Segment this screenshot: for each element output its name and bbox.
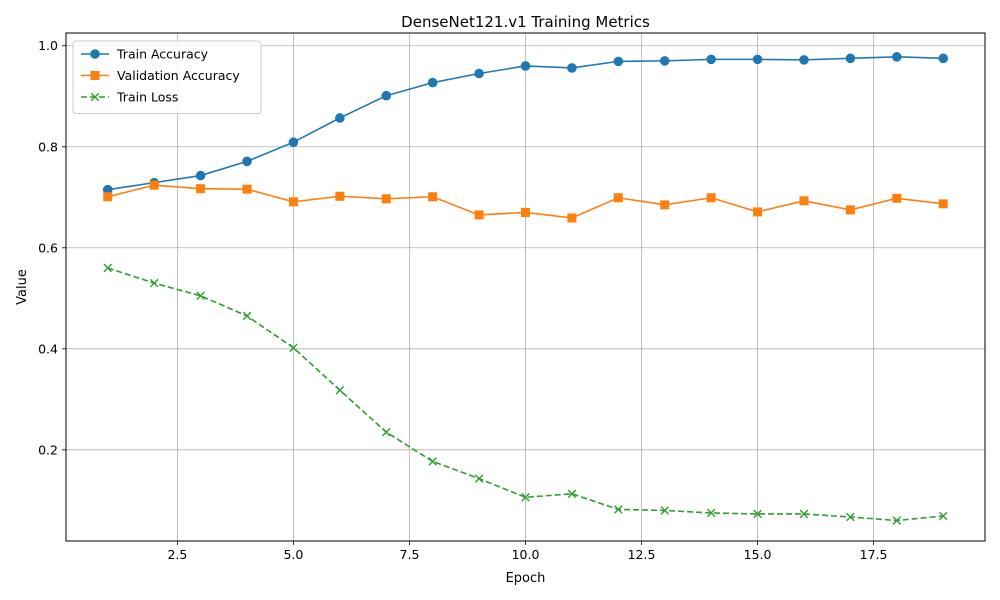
data-point <box>659 56 670 66</box>
data-point <box>103 263 113 273</box>
data-point <box>474 474 484 483</box>
data-point <box>288 197 298 207</box>
data-point <box>660 506 670 515</box>
x-axis-label: Epoch <box>506 571 546 586</box>
data-point <box>892 52 902 62</box>
legend-entry-0: Train Accuracy <box>81 47 209 62</box>
x-tick-label: 5.0 <box>283 547 303 562</box>
legend-marker <box>90 49 100 59</box>
data-point <box>892 193 902 203</box>
y-tick-label: 0.6 <box>38 240 58 255</box>
data-point <box>335 385 345 395</box>
x-tick-label: 7.5 <box>400 547 420 562</box>
data-point <box>846 512 855 522</box>
data-point <box>567 63 577 73</box>
x-tick-label: 15.0 <box>744 547 772 562</box>
series-0 <box>102 52 949 195</box>
data-point <box>242 184 252 194</box>
data-point <box>520 61 531 71</box>
data-point <box>706 193 716 203</box>
data-point <box>381 90 392 101</box>
data-point <box>613 193 623 203</box>
data-point <box>196 291 205 301</box>
data-point <box>706 508 716 518</box>
data-point <box>521 207 530 217</box>
y-axis-label: Value <box>15 269 30 305</box>
series-group <box>102 52 949 525</box>
data-point <box>845 53 856 64</box>
data-point <box>706 54 716 65</box>
data-point <box>753 207 763 217</box>
data-point <box>752 54 763 65</box>
data-point <box>938 511 948 521</box>
y-tick-label: 1.0 <box>38 38 58 53</box>
data-point <box>242 156 252 167</box>
data-point <box>938 199 948 209</box>
data-point <box>799 196 809 206</box>
y-tick-label: 0.2 <box>38 442 58 457</box>
data-point <box>149 278 159 288</box>
data-point <box>799 55 809 65</box>
data-point <box>335 113 345 123</box>
data-point <box>845 205 855 215</box>
data-point <box>381 194 391 204</box>
x-tick-label: 17.5 <box>860 547 888 562</box>
x-tick-label: 10.0 <box>512 547 540 562</box>
series-2 <box>103 263 948 525</box>
data-point <box>892 516 902 525</box>
legend: Train Accuracy Validation Accuracy Train L… <box>72 40 262 114</box>
data-point <box>613 56 624 67</box>
data-point <box>660 200 670 210</box>
data-point <box>938 53 949 64</box>
legend-entry-2: Train Loss <box>81 90 178 105</box>
data-point <box>614 505 623 514</box>
data-point <box>427 77 438 88</box>
data-point <box>149 180 159 190</box>
data-point <box>799 509 809 519</box>
legend-label: Validation Accuracy <box>117 68 240 83</box>
x-tick-label: 2.5 <box>167 547 187 562</box>
data-point <box>196 184 206 194</box>
data-point <box>288 137 299 148</box>
legend-box <box>72 40 262 114</box>
data-point <box>521 493 530 502</box>
data-point <box>567 489 577 499</box>
data-point <box>474 210 484 220</box>
chart-title: DenseNet121.v1 Training Metrics <box>401 13 650 31</box>
grid <box>66 33 985 541</box>
data-point <box>753 509 762 519</box>
data-point <box>242 311 252 321</box>
data-point <box>428 457 437 466</box>
data-point <box>103 192 113 202</box>
data-point <box>381 427 391 437</box>
data-point <box>474 68 484 79</box>
series-1 <box>103 180 948 223</box>
data-point <box>289 343 298 353</box>
x-tick-label: 12.5 <box>628 547 656 562</box>
legend-marker <box>90 92 100 102</box>
legend-label: Train Accuracy <box>116 47 209 62</box>
legend-label: Train Loss <box>116 90 178 105</box>
legend-entry-1: Validation Accuracy <box>81 68 240 83</box>
y-tick-label: 0.4 <box>38 341 58 356</box>
legend-marker <box>90 71 100 80</box>
data-point <box>195 170 206 181</box>
data-point <box>335 191 345 201</box>
data-point <box>428 192 438 202</box>
ticks: 2.5 5.0 7.5 10.0 12.5 15.0 17.5 0.2 0.4 0.6 0.8 1.0 <box>38 38 887 562</box>
data-point <box>567 213 577 223</box>
y-tick-label: 0.8 <box>38 139 58 154</box>
